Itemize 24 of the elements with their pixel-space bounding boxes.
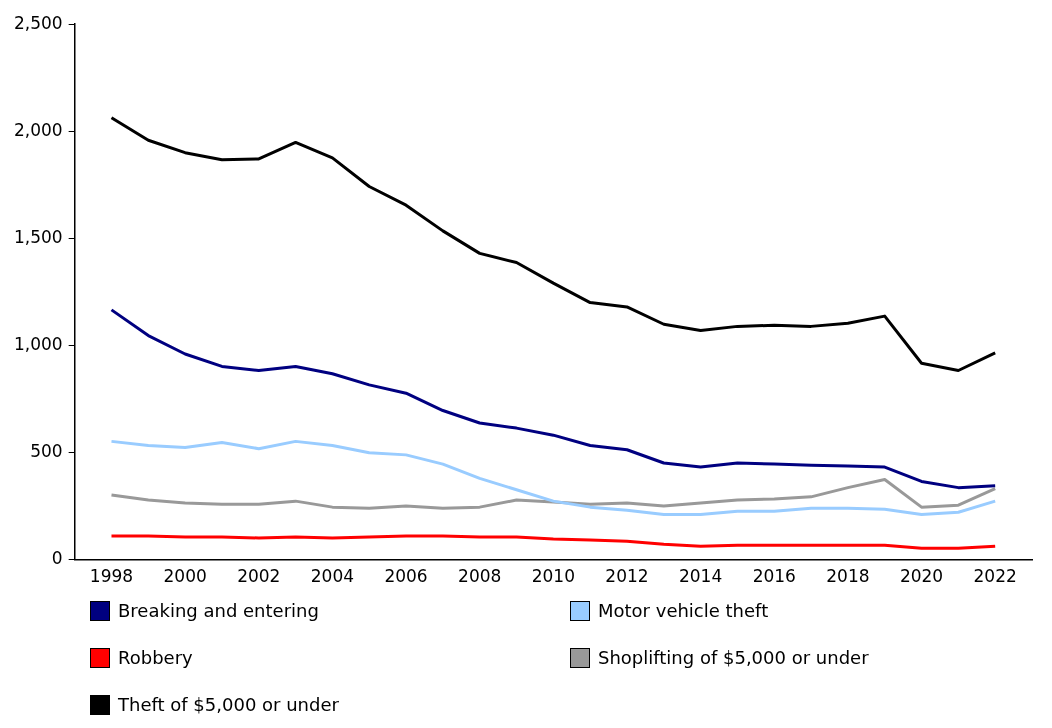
legend-label: Robbery [118, 647, 193, 668]
legend-label: Shoplifting of $5,000 or under [598, 647, 869, 668]
y-tick-label: 2,500 [14, 12, 63, 33]
x-tick-label: 2010 [531, 566, 575, 587]
x-tick-label: 2004 [310, 566, 355, 587]
legend-label: Breaking and entering [118, 600, 319, 621]
x-tick-label: 2016 [752, 566, 796, 587]
y-tick-label: 1,000 [14, 333, 63, 354]
y-tick-label: 500 [30, 440, 63, 461]
x-tick-label: 2000 [163, 566, 207, 587]
y-tick-label: 0 [51, 548, 63, 569]
legend-label: Motor vehicle theft [598, 600, 769, 621]
x-tick-label: 2002 [237, 566, 281, 587]
x-tick-label: 2022 [973, 566, 1017, 587]
x-tick-label: 2008 [458, 566, 502, 587]
x-tick-label: 2018 [826, 566, 870, 587]
y-tick-label: 1,500 [14, 226, 63, 247]
legend-label: Theft of $5,000 or under [118, 694, 339, 715]
x-tick-label: 1998 [89, 566, 134, 587]
x-tick-label: 2012 [605, 566, 649, 587]
x-tick-label: 2006 [384, 566, 428, 587]
x-tick-label: 2014 [678, 566, 723, 587]
x-tick-label: 2020 [899, 566, 944, 587]
y-tick-label: 2,000 [14, 119, 63, 140]
